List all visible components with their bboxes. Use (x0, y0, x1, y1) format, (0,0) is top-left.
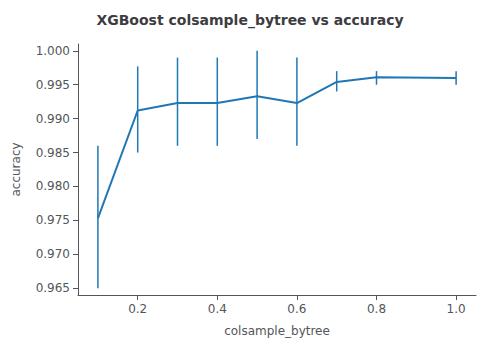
svg-text:1.0: 1.0 (447, 302, 466, 316)
svg-text:0.6: 0.6 (287, 302, 306, 316)
svg-text:0.2: 0.2 (128, 302, 147, 316)
svg-text:colsample_bytree: colsample_bytree (224, 324, 330, 338)
svg-text:0.975: 0.975 (36, 213, 70, 227)
svg-text:0.985: 0.985 (36, 146, 70, 160)
svg-text:0.965: 0.965 (36, 281, 70, 295)
svg-text:0.970: 0.970 (36, 247, 70, 261)
svg-text:XGBoost colsample_bytree vs ac: XGBoost colsample_bytree vs accuracy (96, 12, 403, 29)
svg-text:0.990: 0.990 (36, 112, 70, 126)
svg-text:0.980: 0.980 (36, 179, 70, 193)
svg-text:accuracy: accuracy (9, 142, 23, 196)
svg-text:1.000: 1.000 (36, 44, 70, 58)
svg-text:0.995: 0.995 (36, 78, 70, 92)
svg-text:0.4: 0.4 (208, 302, 227, 316)
svg-text:0.8: 0.8 (367, 302, 386, 316)
